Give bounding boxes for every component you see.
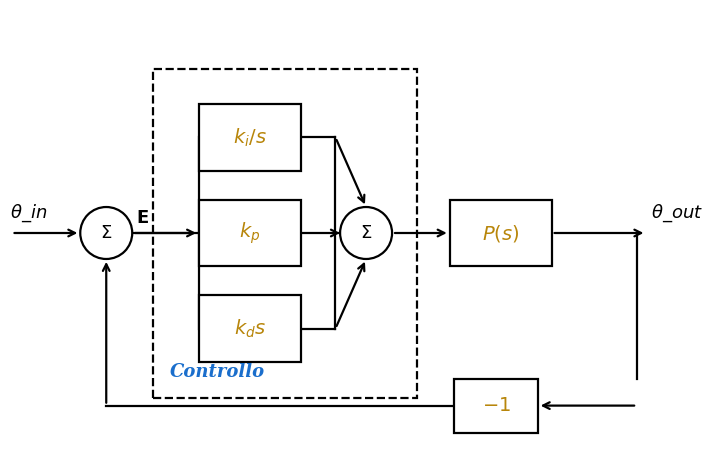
Text: $-1$: $-1$ — [481, 397, 510, 415]
Text: $P(s)$: $P(s)$ — [482, 222, 520, 244]
Text: $k_p$: $k_p$ — [240, 220, 261, 246]
Text: $k_i/s$: $k_i/s$ — [233, 126, 267, 149]
Text: E: E — [137, 208, 149, 226]
Text: $\theta\_out$: $\theta\_out$ — [651, 202, 703, 224]
Bar — [450, 199, 551, 267]
Bar — [199, 104, 301, 171]
Circle shape — [81, 207, 132, 259]
Bar — [199, 295, 301, 362]
Text: Controllo: Controllo — [170, 363, 264, 382]
Circle shape — [340, 207, 392, 259]
Text: $\Sigma$: $\Sigma$ — [360, 224, 372, 242]
Text: $\theta\_in$: $\theta\_in$ — [10, 202, 47, 224]
Bar — [199, 199, 301, 267]
Bar — [454, 379, 538, 432]
Text: $\Sigma$: $\Sigma$ — [100, 224, 112, 242]
Text: $k_d s$: $k_d s$ — [234, 317, 267, 340]
